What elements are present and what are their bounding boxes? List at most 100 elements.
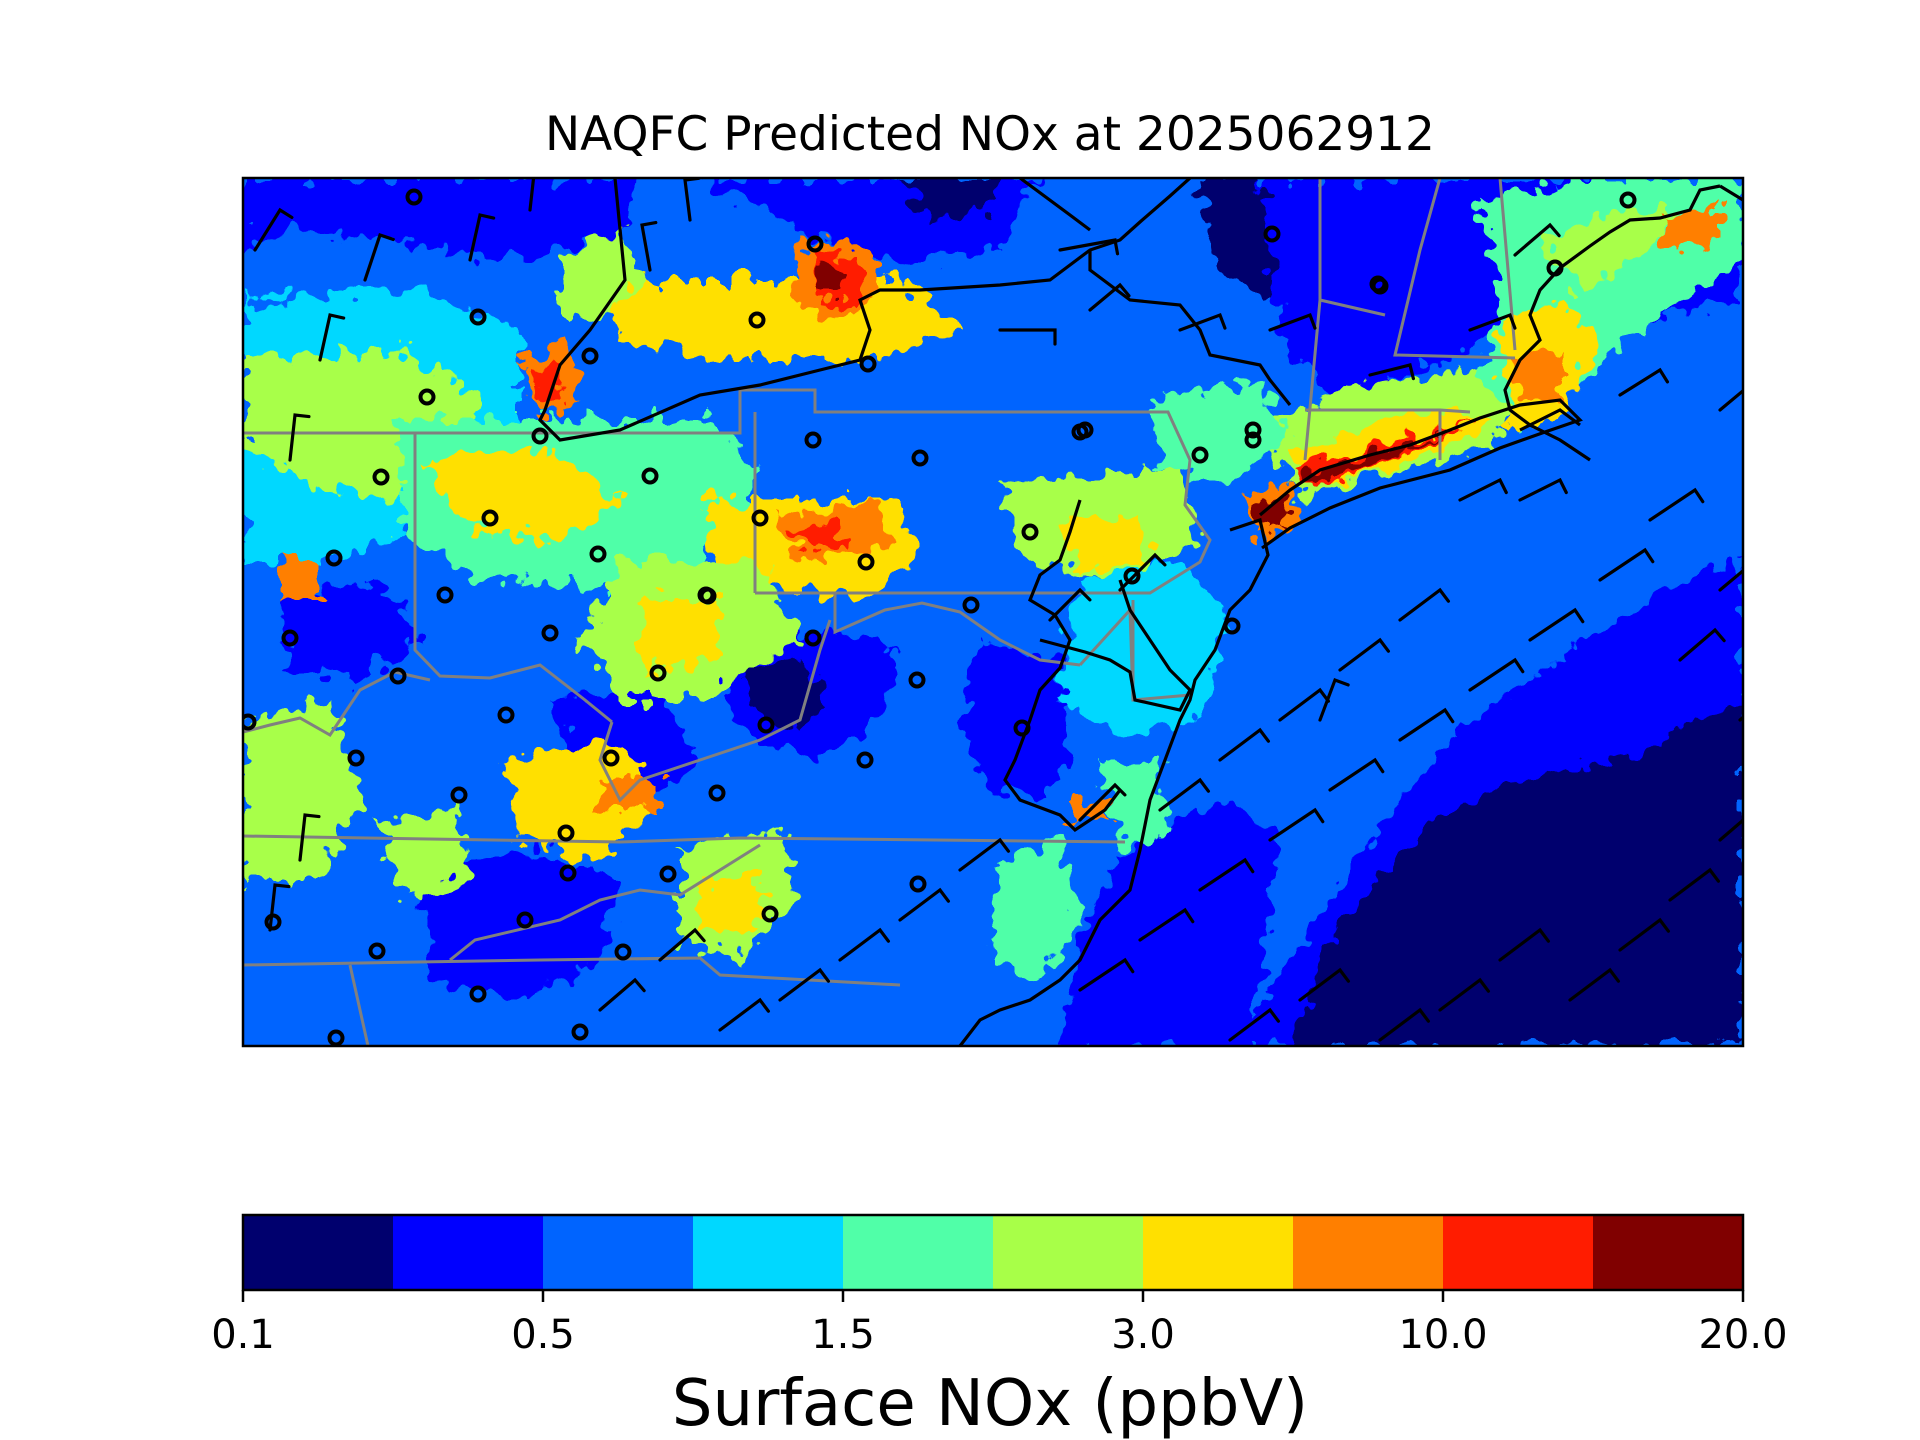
site-marker — [557, 824, 575, 842]
field-region — [500, 740, 660, 860]
wind-barb — [1618, 367, 1670, 397]
site-marker — [243, 713, 257, 731]
site-marker — [757, 716, 775, 734]
site-marker — [804, 431, 822, 449]
wind-barb — [958, 837, 1010, 872]
field-region — [1060, 800, 1280, 1046]
colorbar-bin — [1443, 1215, 1594, 1290]
colorbar-tick-label: 0.1 — [211, 1312, 275, 1358]
wind-barb — [268, 883, 291, 932]
field-region — [1660, 200, 1720, 250]
site-marker — [469, 985, 487, 1003]
state-boundaries — [243, 178, 1517, 1046]
site-marker — [450, 786, 468, 804]
wind-barb — [1498, 927, 1550, 962]
wind-barb — [1298, 967, 1350, 1002]
site-marker — [1071, 423, 1089, 441]
wind-barb — [1058, 238, 1120, 256]
field-region — [1540, 210, 1680, 290]
site-marker — [1244, 421, 1262, 439]
wind-barb — [1118, 552, 1167, 592]
wind-barb — [1668, 867, 1720, 902]
colorbar-tick-label: 0.5 — [511, 1312, 575, 1358]
site-marker — [541, 624, 559, 642]
wind-barb — [998, 328, 1057, 346]
site-marker — [327, 1029, 345, 1046]
site-marker — [748, 311, 766, 329]
site-marker — [559, 864, 577, 882]
site-marker — [697, 586, 715, 604]
field-region — [640, 600, 720, 670]
map-frame — [241, 176, 1745, 1048]
site-marker — [418, 388, 436, 406]
field-region — [1290, 700, 1743, 1046]
site-marker — [516, 911, 534, 929]
wind-barb — [1158, 777, 1210, 812]
wind-barb — [1398, 587, 1450, 622]
wind-barb — [1513, 222, 1561, 257]
site-marker — [372, 468, 390, 486]
site-marker — [859, 355, 877, 373]
field-region — [960, 640, 1070, 800]
colorbar-bin — [1593, 1215, 1744, 1290]
field-region — [700, 880, 760, 930]
wind-barb — [1268, 312, 1317, 332]
site-marker — [589, 545, 607, 563]
colorbar-tick-label: 10.0 — [1398, 1312, 1487, 1358]
wind-barb — [778, 967, 830, 1002]
site-marker — [761, 905, 779, 923]
wind-barb — [838, 927, 890, 962]
wind-barb — [598, 977, 646, 1012]
site-marker — [389, 667, 407, 685]
field-region — [740, 660, 830, 730]
wind-barb — [288, 413, 311, 462]
wind-barb — [318, 313, 346, 362]
wind-barb — [1378, 1007, 1430, 1042]
site-marker — [962, 596, 980, 614]
wind-barb — [718, 997, 770, 1032]
colorbar-label: Surface NOx (ppbV) — [672, 1367, 1308, 1440]
wind-barb — [1088, 282, 1131, 312]
site-marker — [368, 942, 386, 960]
coastlines — [538, 178, 1743, 1046]
wind-barb — [1368, 363, 1415, 381]
colorbar-bins — [243, 1215, 1744, 1290]
colorbar-tick-label: 1.5 — [811, 1312, 875, 1358]
colorbar-bin — [243, 1215, 394, 1290]
wind-barb — [1738, 715, 1743, 722]
field-region — [990, 840, 1080, 980]
monitoring-sites — [243, 188, 1637, 1046]
colorbar-frame — [241, 1213, 1745, 1292]
map-panel — [241, 176, 1745, 1048]
field-region — [1100, 760, 1170, 850]
wind-barb — [1468, 312, 1517, 332]
wind-barb — [1718, 388, 1743, 412]
wind-barb — [1518, 477, 1568, 502]
map-title: NAQFC Predicted NOx at 2025062912 — [545, 107, 1435, 162]
colorbar-ticks — [241, 1290, 1745, 1302]
field-region — [280, 580, 420, 680]
wind-barb — [1228, 1007, 1280, 1042]
site-marker — [649, 664, 667, 682]
wind-barb — [1568, 967, 1620, 1002]
site-marker — [481, 509, 499, 527]
wind-barb — [1198, 857, 1255, 892]
site-marker — [614, 943, 632, 961]
site-marker — [531, 427, 549, 445]
wind-barb — [1078, 782, 1127, 822]
site-marker — [804, 629, 822, 647]
colorbar: 0.1 0.5 1.5 3.0 10.0 20.0 Surface NOx (ppbV) — [211, 1213, 1788, 1440]
site-marker — [1191, 446, 1209, 464]
field-region — [1150, 380, 1290, 480]
wind-barb — [1648, 487, 1705, 522]
wind-barb — [1528, 607, 1585, 642]
site-marker — [325, 549, 343, 567]
colorbar-tick-labels: 0.1 0.5 1.5 3.0 10.0 20.0 — [211, 1312, 1787, 1358]
colorbar-bin — [993, 1215, 1144, 1290]
wind-barb — [1458, 477, 1508, 502]
wind-barb — [1328, 757, 1385, 792]
colorbar-bin — [693, 1215, 844, 1290]
field-region — [380, 810, 470, 900]
field-region — [900, 178, 1000, 220]
